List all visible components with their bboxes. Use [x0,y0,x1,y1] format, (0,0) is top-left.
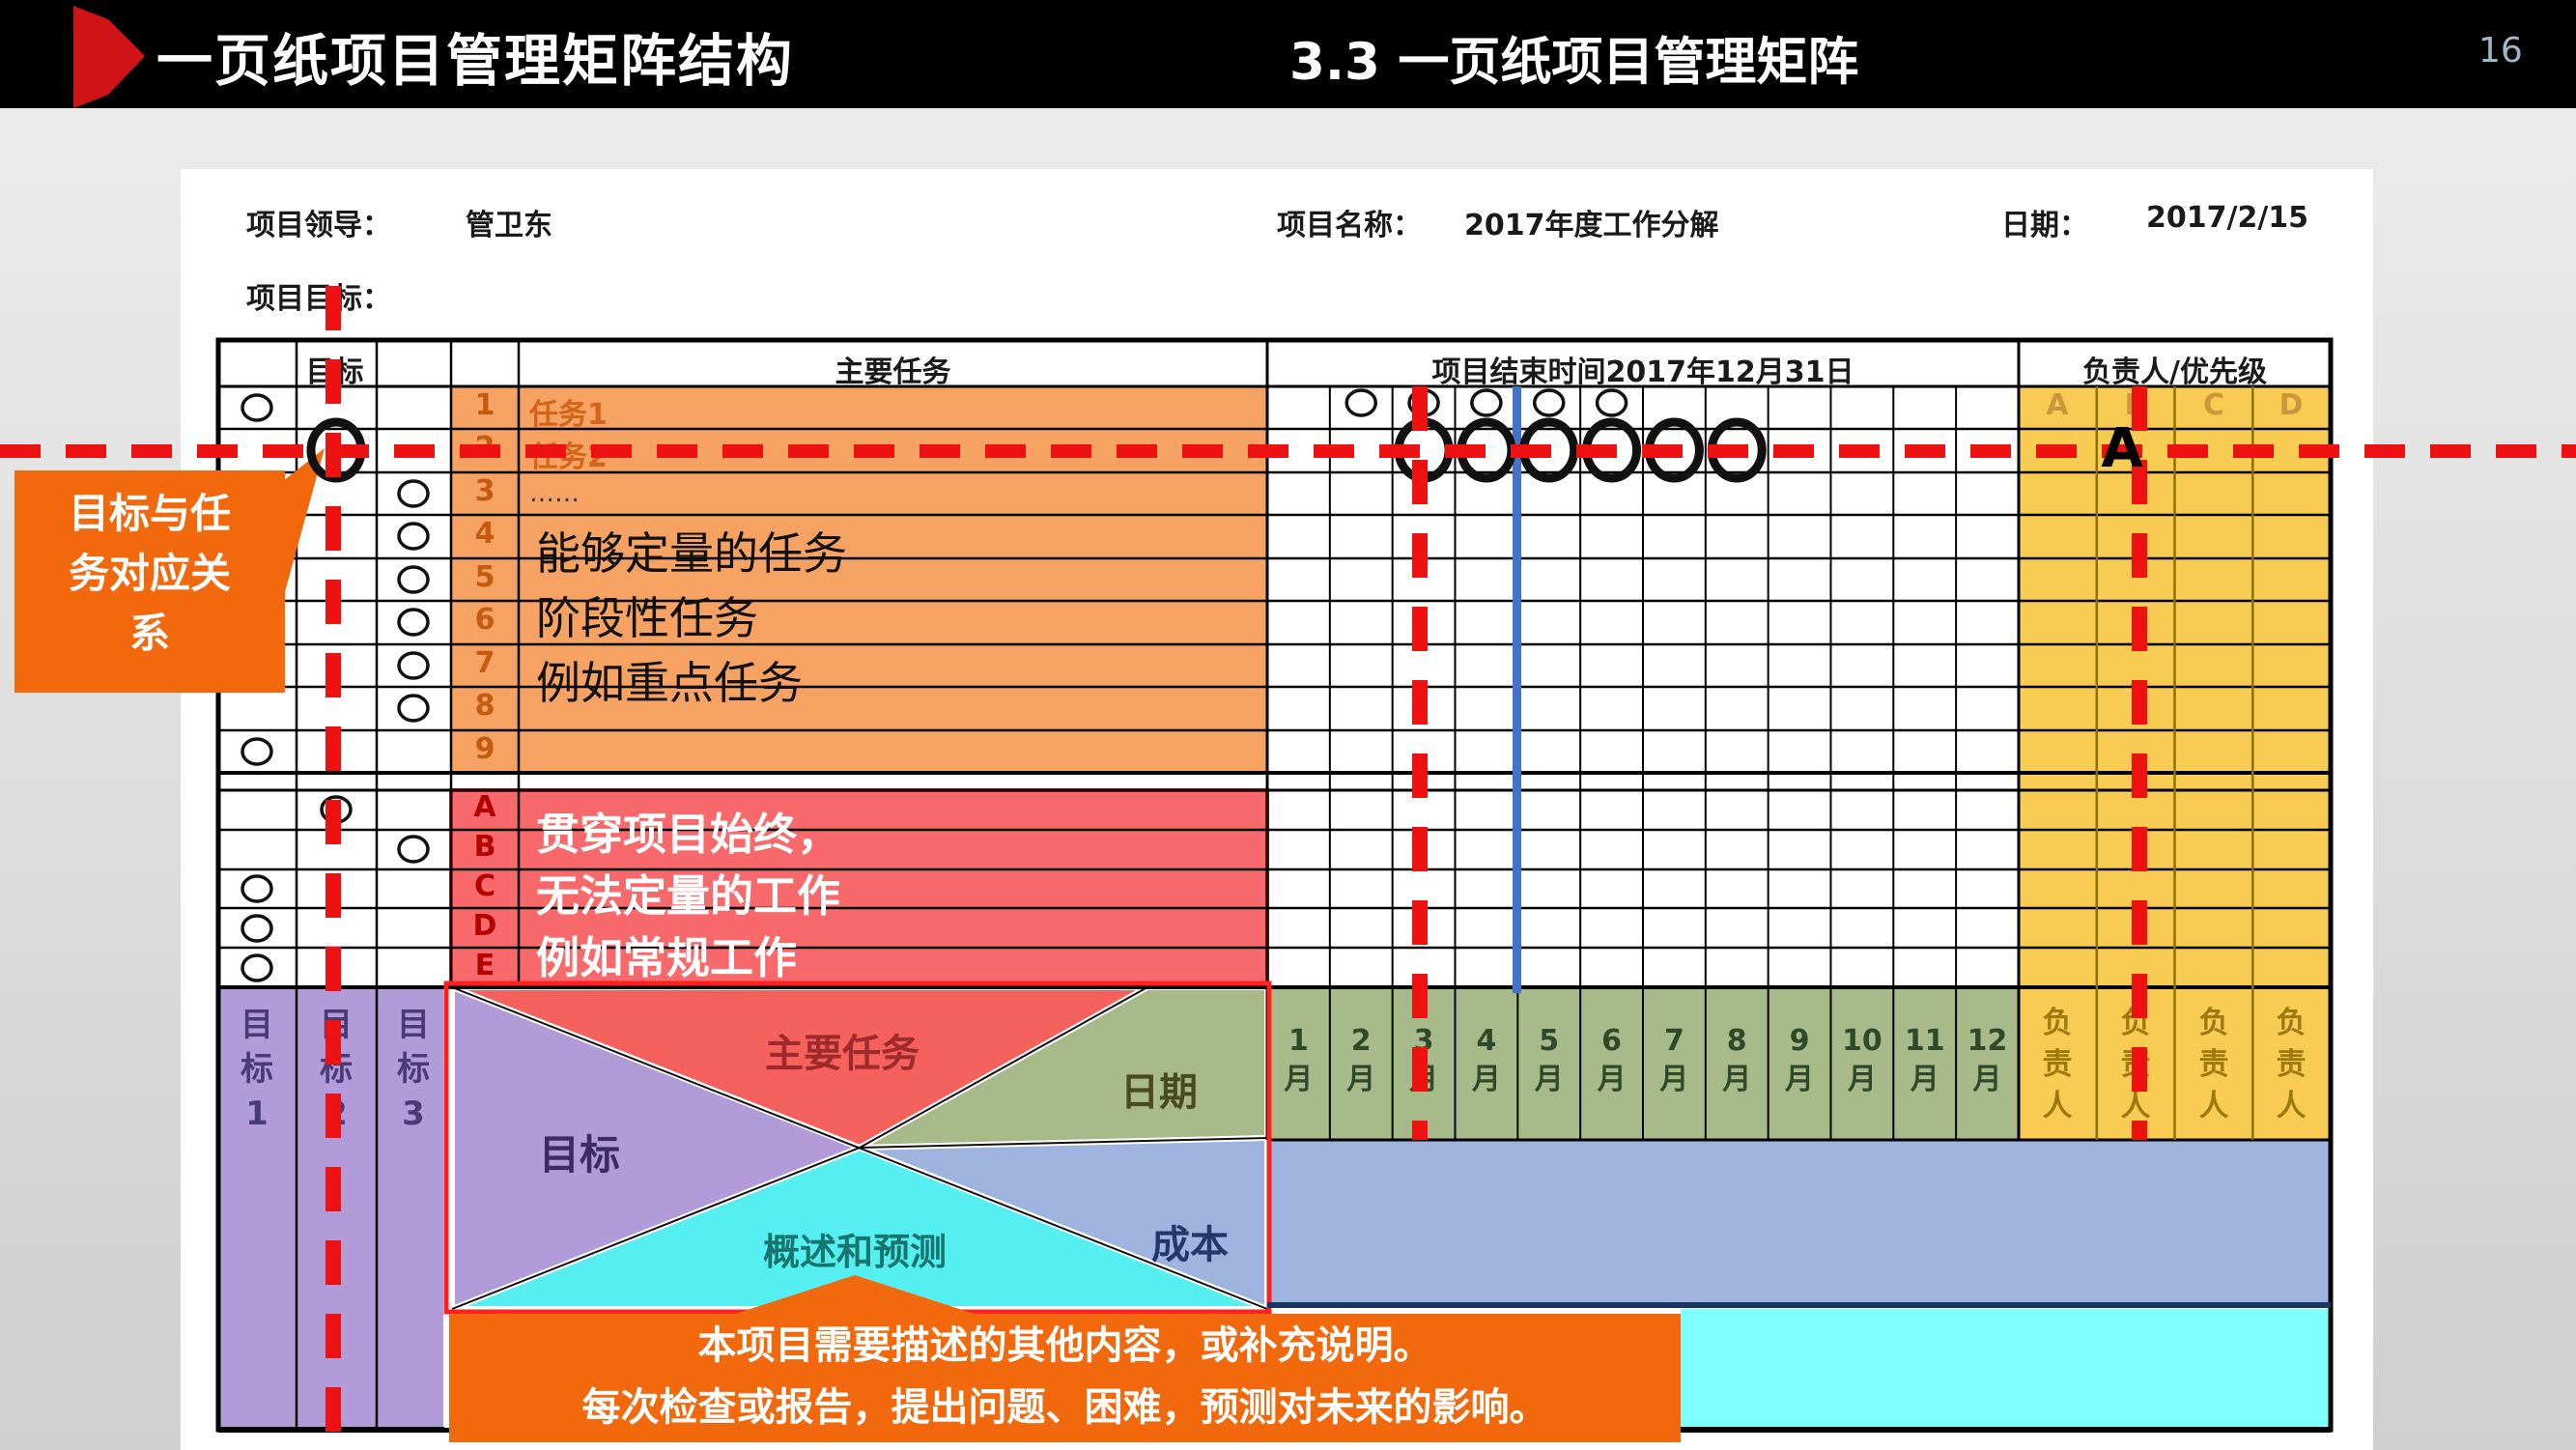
circle-mark [241,874,273,903]
leader-value: 管卫东 [466,209,552,242]
circle-mark [397,694,430,723]
quant-line-3: 例如重点任务 [536,657,803,709]
owner-column-label: 负责人 [2120,1006,2151,1123]
cost-band [1267,1140,2331,1306]
page-title: 一页纸项目管理矩阵结构 [156,28,795,94]
quadrant-diagram [449,982,1270,1314]
project-label: 项目名称： [1277,209,1422,242]
owner-column-label: 负责人 [2276,1006,2307,1123]
owner-column-label: 负责人 [2042,1006,2073,1123]
timeline-blue-line [1513,386,1521,993]
circle-mark [1470,388,1503,417]
circle-mark [241,737,273,766]
task2-cell: 任务2 [529,441,608,474]
routine-line-2: 无法定量的工作 [536,870,841,922]
circle-mark [397,608,430,637]
header-main-task: 主要任务 [835,355,951,389]
row-letter: E [474,949,495,982]
supplement-note-callout: 本项目需要描述的其他内容，或补充说明。 每次检查或报告，提出问题、困难，预测对未… [449,1314,1681,1442]
row-number: 2 [474,431,495,465]
goal-column-label: 目标1 [241,1006,273,1133]
goal-column-label: 目标2 [320,1006,353,1133]
title-bar: 一页纸项目管理矩阵结构 3.3 一页纸项目管理矩阵 16 [0,0,2576,108]
circle-mark [241,393,273,422]
row-number: 4 [474,517,495,551]
priority-letter: C [2202,388,2225,422]
leader-label: 项目领导： [246,209,391,242]
row-number: 7 [474,646,495,680]
quadrant-cost-label: 成本 [1151,1223,1229,1267]
priority-marker-A: A [2101,417,2143,480]
header-owner-priority: 负责人/优先级 [2082,355,2267,389]
month-header-cell: 12 月 [1967,1024,2008,1096]
goal-task-relation-text: 目标与任务对应关系 [68,490,231,657]
circle-mark [397,651,430,680]
owner-column-label: 负责人 [2198,1006,2229,1123]
month-header-cell: 11 月 [1904,1024,1945,1096]
supplement-note-line-1: 本项目需要描述的其他内容，或补充说明。 [697,1323,1432,1368]
circle-mark [397,522,430,551]
priority-letter: D [2279,388,2304,422]
bottom-cyan-band [1681,1309,2331,1430]
header-goal: 目标 [305,355,364,389]
circle-mark [241,914,273,943]
quant-line-1: 能够定量的任务 [536,527,847,580]
row-number: 1 [474,388,495,422]
circle-mark [1532,388,1566,417]
goal-label: 项目目标： [246,282,391,316]
routine-task-note: 贯穿项目始终， 无法定量的工作 例如常规工作 [536,804,840,989]
quant-task-note: 能够定量的任务 阶段性任务 例如重点任务 [536,522,847,716]
row-letter: B [473,830,496,864]
row-letter: D [472,909,497,943]
row-number: 8 [474,689,495,723]
quant-line-2: 阶段性任务 [536,592,758,644]
circle-mark [397,565,430,594]
row-number: 9 [474,732,495,766]
month-header-cell: 10 月 [1842,1024,1882,1096]
supplement-note-line-2: 每次检查或报告，提出问题、困难，预测对未来的影响。 [581,1385,1548,1430]
row-number: 6 [474,603,495,637]
circle-mark [1595,388,1628,417]
task3-cell: …… [529,479,580,508]
date-value: 2017/2/15 [2146,201,2309,235]
page-number: 16 [2478,31,2523,71]
quadrant-goal-label: 目标 [538,1131,620,1179]
circle-mark [241,953,273,982]
section-title: 3.3 一页纸项目管理矩阵 [1289,33,1859,92]
goal-task-relation-callout: 目标与任务对应关系 [14,470,285,693]
row-number: 5 [474,560,495,594]
priority-letter: A [2046,388,2069,422]
circle-mark [1345,388,1377,417]
quadrant-overview-label: 概述和预测 [762,1231,947,1273]
row-letter: A [473,790,496,824]
task1-cell: 任务1 [529,398,608,432]
circle-mark [397,479,430,508]
circle-mark [397,835,430,864]
routine-line-3: 例如常规工作 [536,932,798,983]
row-number: 3 [474,474,495,508]
red-pennant-icon [73,6,145,108]
project-value: 2017年度工作分解 [1464,209,1719,242]
routine-line-1: 贯穿项目始终， [536,809,841,860]
goal-column-label: 目标3 [397,1006,430,1133]
header-timeline: 项目结束时间2017年12月31日 [1431,355,1854,389]
quadrant-date-label: 日期 [1120,1070,1198,1115]
row-letter: C [473,869,496,903]
quadrant-main-task-label: 主要任务 [765,1032,920,1076]
date-label: 日期： [2001,209,2088,242]
